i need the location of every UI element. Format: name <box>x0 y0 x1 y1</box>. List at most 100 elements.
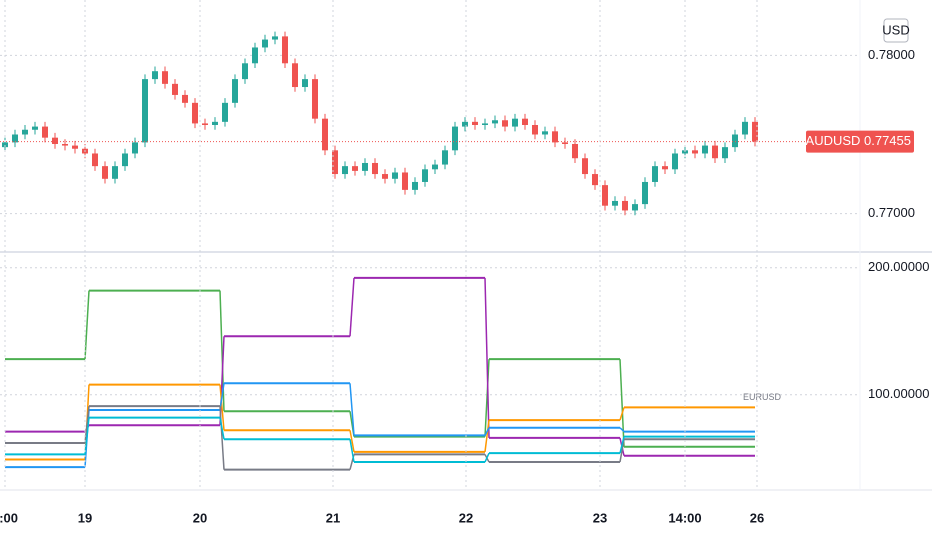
candle-body <box>32 126 38 130</box>
candle-body <box>52 137 58 144</box>
candle-body <box>122 153 128 167</box>
step-connector <box>219 384 225 431</box>
step-connector <box>484 359 490 437</box>
candle-body <box>272 36 278 40</box>
candle-body <box>552 131 558 143</box>
candle-body <box>202 123 208 125</box>
step-connector <box>84 417 90 455</box>
candle-body <box>642 181 648 205</box>
step-connector <box>484 420 490 452</box>
x-tick-label: 22 <box>459 510 473 525</box>
candle-body <box>492 120 498 124</box>
candle-body <box>312 79 318 119</box>
candle-body <box>382 174 388 179</box>
candle-body <box>292 63 298 88</box>
candle-body <box>722 147 728 159</box>
candle-body <box>182 94 188 103</box>
candle-body <box>632 204 638 211</box>
step-connector <box>219 383 225 411</box>
x-tick-label: 23 <box>593 510 607 525</box>
candle-body <box>752 121 758 142</box>
candle-body <box>412 181 418 190</box>
step-connector <box>219 406 225 470</box>
candle-body <box>92 153 98 167</box>
candle-body <box>212 121 218 125</box>
candle-body <box>112 166 118 179</box>
candle-body <box>522 118 528 125</box>
candle-body <box>352 166 358 171</box>
candle-body <box>2 142 8 148</box>
candle-body <box>102 166 108 179</box>
y-tick-label: 0.78000 <box>868 47 915 62</box>
candle-body <box>262 39 268 48</box>
candle-body <box>242 63 248 80</box>
candle-body <box>392 172 398 179</box>
step-connector <box>619 359 625 447</box>
candle-body <box>672 153 678 170</box>
candle-body <box>622 200 628 211</box>
candle-body <box>562 142 568 144</box>
candle-body <box>42 126 48 138</box>
y-tick-label: 100.00000 <box>868 386 929 401</box>
y-tick-label: 200.00000 <box>868 259 929 274</box>
candle-body <box>472 121 478 125</box>
candle-body <box>502 120 508 127</box>
step-connector <box>619 427 625 433</box>
candle-body <box>432 164 438 170</box>
x-tick-label: 26 <box>750 510 764 525</box>
candle-body <box>712 145 718 159</box>
step-connector <box>349 439 355 463</box>
candle-body <box>572 143 578 159</box>
step-connector <box>219 417 225 440</box>
candle-body <box>322 118 328 151</box>
candle-body <box>172 83 178 95</box>
currency-label[interactable]: USD <box>882 22 909 37</box>
step-connector <box>619 407 625 421</box>
candle-body <box>452 126 458 151</box>
candle-body <box>252 47 258 64</box>
last-price-box <box>806 130 914 153</box>
last-price-label: 0.77455 <box>864 133 911 148</box>
step-connector <box>484 452 490 463</box>
x-tick-label: 4:00 <box>0 510 18 525</box>
candle-body <box>602 185 608 206</box>
candle-body <box>152 71 158 80</box>
candle-body <box>662 166 668 170</box>
x-tick-label: 20 <box>193 510 207 525</box>
candle-body <box>12 134 18 143</box>
currency-button[interactable] <box>883 18 909 43</box>
y-tick-label: 0.77000 <box>868 205 915 220</box>
symbol-label: AUDUSD <box>806 133 861 148</box>
step-connector <box>484 427 490 436</box>
candle-body <box>232 79 238 103</box>
step-connector <box>84 406 90 444</box>
candle-body <box>462 121 468 127</box>
candle-body <box>362 162 368 171</box>
candle-body <box>22 129 28 135</box>
candle-body <box>342 166 348 175</box>
candle-body <box>302 79 308 88</box>
step-connector <box>619 439 625 463</box>
candle-body <box>372 162 378 175</box>
candle-body <box>332 150 338 175</box>
candle-body <box>142 79 148 143</box>
candle-body <box>482 123 488 125</box>
step-connector <box>349 383 355 436</box>
candle-body <box>652 166 658 182</box>
candle-body <box>742 121 748 135</box>
candle-body <box>702 145 708 154</box>
x-tick-label: 21 <box>326 510 340 525</box>
series-end-label: EURUSD <box>743 392 782 402</box>
candle-body <box>692 150 698 154</box>
step-connector <box>619 436 625 454</box>
candle-body <box>532 125 538 135</box>
x-tick-label: 14:00 <box>668 510 701 525</box>
candle-body <box>72 145 78 149</box>
candle-body <box>612 200 618 206</box>
candle-body <box>442 150 448 165</box>
candle-body <box>542 131 548 135</box>
x-tick-label: 19 <box>78 510 92 525</box>
candle-body <box>422 169 428 182</box>
candle-body <box>512 118 518 127</box>
